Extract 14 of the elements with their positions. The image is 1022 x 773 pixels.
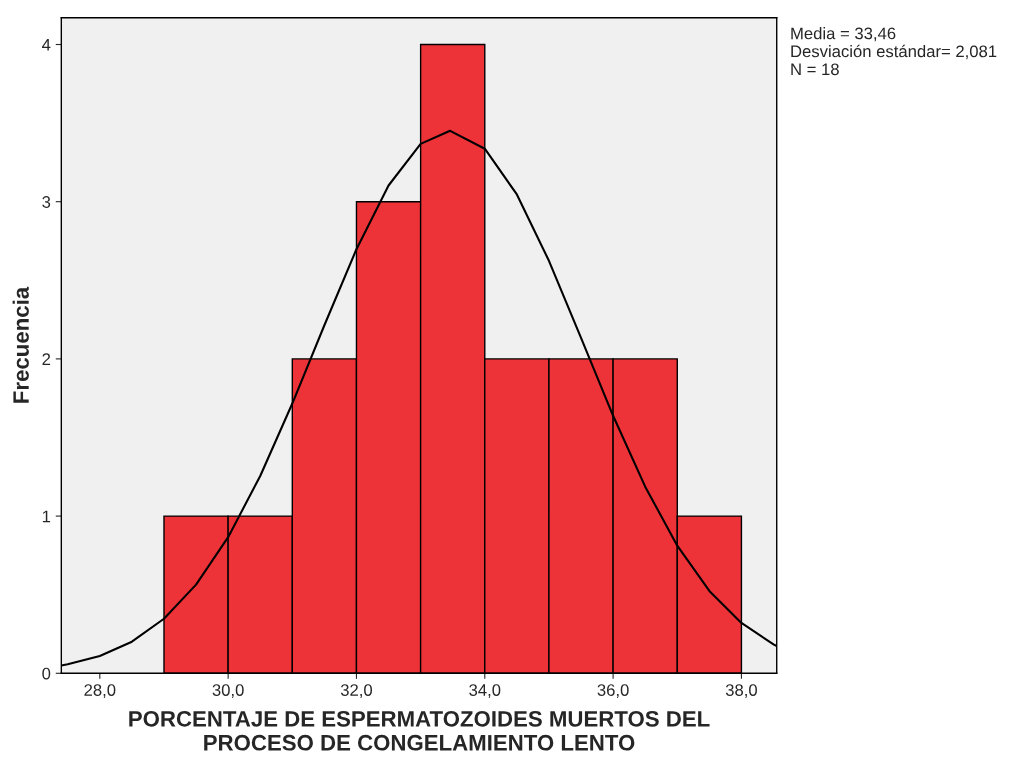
x-tick-label: 38,0 xyxy=(725,684,757,698)
y-tick-label: 4 xyxy=(42,39,51,51)
x-tick-label: 28,0 xyxy=(84,684,116,698)
x-tick-label: 30,0 xyxy=(212,684,244,698)
x-axis-title: PORCENTAJE DE ESPERMATOZOIDES MUERTOS DEL PROCESO DE CONGELAMIENTO LENTO xyxy=(129,710,710,751)
y-tick-label: 0 xyxy=(42,667,51,680)
x-tick-label: 32,0 xyxy=(340,684,373,698)
x-tick-label: 34,0 xyxy=(469,684,501,698)
y-tick-label: 2 xyxy=(42,353,51,365)
y-tick-label: 3 xyxy=(42,196,51,208)
x-tick-label: 36,0 xyxy=(597,684,629,698)
y-tick-label: 1 xyxy=(42,510,51,523)
y-axis-title: Frecuencia xyxy=(12,286,29,403)
text: Media = 33,46 Desviación estándar= 2,081 N = 18 xyxy=(791,27,997,76)
